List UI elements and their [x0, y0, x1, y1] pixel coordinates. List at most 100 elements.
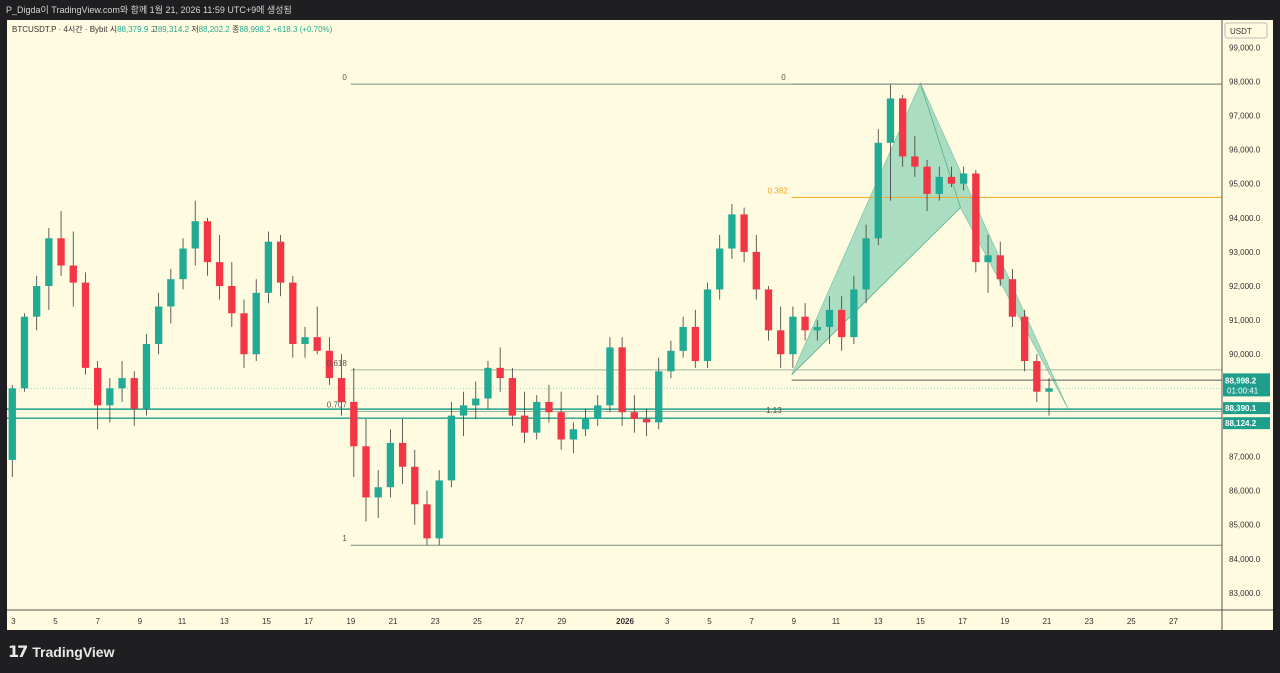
candle-body-9[interactable]: [118, 378, 126, 389]
candle-body-0[interactable]: [8, 388, 16, 460]
candle-body-4[interactable]: [57, 238, 65, 266]
candle-body-75[interactable]: [923, 166, 931, 194]
time-tick-6: 15: [262, 617, 271, 626]
candle-body-78[interactable]: [959, 173, 968, 184]
candle-body-17[interactable]: [215, 262, 224, 287]
candle-body-6[interactable]: [81, 282, 90, 368]
candle-body-50[interactable]: [618, 347, 626, 413]
candle-body-28[interactable]: [350, 401, 358, 447]
candle-body-60[interactable]: [740, 214, 748, 252]
candle-body-12[interactable]: [154, 306, 163, 344]
candle-body-24[interactable]: [301, 337, 309, 344]
candle-body-62[interactable]: [764, 289, 773, 331]
candle-body-23[interactable]: [289, 282, 297, 344]
candle-body-63[interactable]: [777, 330, 785, 355]
candle-body-42[interactable]: [520, 415, 529, 433]
candle-body-32[interactable]: [398, 442, 407, 467]
tradingview-logo[interactable]: 17 TradingView: [8, 642, 114, 661]
candle-body-41[interactable]: [508, 378, 517, 416]
candle-body-77[interactable]: [947, 176, 956, 184]
candle-body-48[interactable]: [594, 405, 602, 420]
candle-body-68[interactable]: [838, 309, 846, 338]
price-tag-1: 88,390.1: [1225, 404, 1257, 413]
candle-body-72[interactable]: [886, 98, 895, 143]
candle-body-52[interactable]: [642, 419, 651, 423]
candle-body-46[interactable]: [569, 429, 578, 440]
candle-body-1[interactable]: [20, 316, 29, 389]
candle-body-69[interactable]: [850, 289, 858, 338]
candle-body-11[interactable]: [142, 343, 151, 409]
candle-body-5[interactable]: [69, 265, 77, 283]
candle-body-51[interactable]: [630, 412, 638, 420]
candle-body-61[interactable]: [752, 251, 760, 290]
legend-low-value: 88,202.2: [199, 25, 232, 34]
candle-body-21[interactable]: [264, 241, 273, 293]
candle-body-16[interactable]: [203, 221, 212, 263]
candle-body-14[interactable]: [179, 248, 187, 280]
candle-body-81[interactable]: [996, 255, 1004, 280]
candle-body-31[interactable]: [386, 442, 395, 488]
time-tick-23: 19: [1000, 617, 1009, 626]
chart-area[interactable]: 0 0.618 0.707 1 0 0.382 1.13 99,000.0 98,000.0 9…: [7, 20, 1273, 630]
candle-body-76[interactable]: [935, 176, 943, 194]
candle-body-53[interactable]: [655, 371, 663, 423]
candle-body-55[interactable]: [679, 326, 687, 351]
candle-body-57[interactable]: [703, 289, 712, 362]
candle-body-67[interactable]: [825, 309, 834, 327]
candle-body-45[interactable]: [557, 412, 565, 440]
candle-body-59[interactable]: [728, 214, 736, 249]
candle-body-82[interactable]: [1008, 279, 1017, 317]
candle-body-80[interactable]: [984, 255, 992, 263]
candle-body-64[interactable]: [789, 316, 797, 355]
candle-body-43[interactable]: [533, 401, 541, 433]
candle-body-38[interactable]: [472, 398, 480, 406]
candle-body-73[interactable]: [899, 98, 907, 157]
candle-body-40[interactable]: [496, 367, 504, 379]
candle-body-2[interactable]: [33, 286, 41, 317]
candle-body-15[interactable]: [191, 221, 199, 249]
time-tick-5: 13: [220, 617, 229, 626]
price-tick-13: 84,000.0: [1229, 555, 1261, 564]
candle-body-79[interactable]: [972, 173, 980, 263]
candle-body-65[interactable]: [801, 316, 809, 331]
candle-body-10[interactable]: [130, 378, 138, 409]
candle-body-56[interactable]: [691, 326, 699, 362]
candle-body-29[interactable]: [362, 446, 370, 498]
candle-body-30[interactable]: [374, 487, 382, 498]
candle-body-39[interactable]: [484, 367, 492, 399]
candle-body-26[interactable]: [325, 350, 334, 379]
candle-body-25[interactable]: [313, 337, 321, 351]
candle-body-49[interactable]: [606, 347, 614, 406]
candle-body-85[interactable]: [1045, 388, 1053, 392]
candle-body-19[interactable]: [240, 313, 248, 355]
candle-body-27[interactable]: [337, 378, 346, 402]
candle-body-7[interactable]: [93, 367, 102, 406]
candle-body-58[interactable]: [716, 248, 724, 290]
pattern-triangle-bcd[interactable]: [920, 82, 1069, 409]
candle-body-44[interactable]: [545, 401, 553, 413]
candle-body-47[interactable]: [581, 419, 590, 430]
candle-body-35[interactable]: [435, 480, 443, 539]
symbol-legend: BTCUSDT.P · 4시간 · Bybit 시88,379.9 고89,31…: [12, 24, 333, 34]
candle-body-83[interactable]: [1020, 316, 1029, 362]
candle-body-36[interactable]: [447, 415, 456, 481]
candle-body-8[interactable]: [106, 388, 114, 406]
snapshot-credit: P_Digda이 TradingView.com와 함께 1월 21, 2026…: [0, 0, 1280, 20]
candle-body-18[interactable]: [228, 286, 236, 314]
candle-body-71[interactable]: [874, 142, 882, 239]
candle-body-54[interactable]: [667, 350, 675, 372]
candle-body-74[interactable]: [911, 156, 919, 167]
candle-body-22[interactable]: [276, 241, 285, 283]
price-axis-bg: [1222, 20, 1273, 630]
candle-body-70[interactable]: [862, 238, 870, 290]
candle-body-20[interactable]: [252, 292, 260, 355]
candle-body-84[interactable]: [1033, 361, 1041, 392]
candle-body-37[interactable]: [459, 405, 468, 416]
candle-body-3[interactable]: [45, 238, 53, 287]
currency-box[interactable]: [1224, 22, 1268, 39]
candle-body-33[interactable]: [411, 466, 419, 505]
candle-body-66[interactable]: [813, 326, 821, 331]
candle-body-34[interactable]: [423, 504, 431, 539]
candle-body-13[interactable]: [167, 279, 175, 307]
